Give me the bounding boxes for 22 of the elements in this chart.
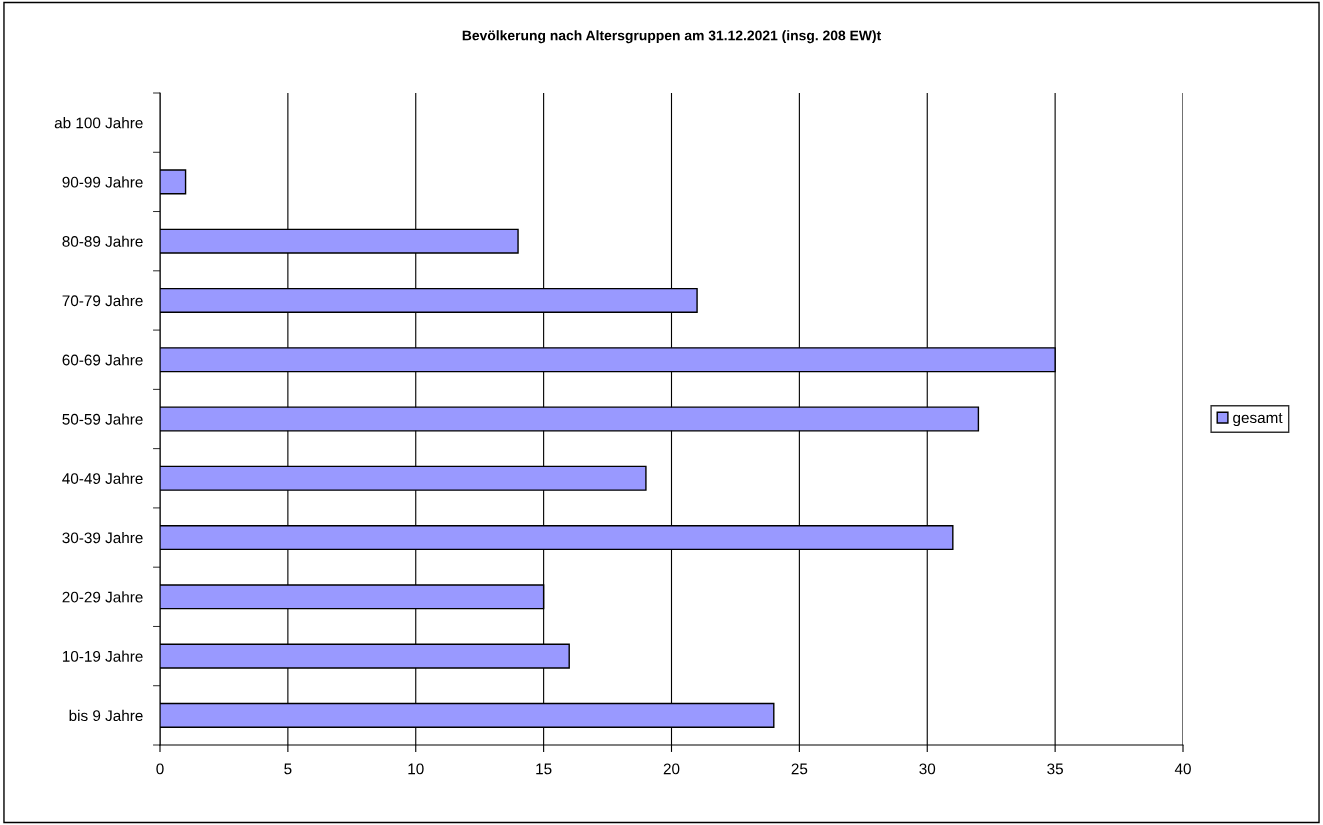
- y-tick-label: 90-99 Jahre: [62, 176, 143, 188]
- x-tick-label: 20: [663, 763, 680, 775]
- legend-label: gesamt: [1233, 413, 1283, 427]
- y-tick-label: bis 9 Jahre: [69, 709, 143, 722]
- x-tick-label: 25: [791, 763, 808, 775]
- y-tick-label: 50-59 Jahre: [62, 413, 143, 425]
- y-tick-label: 70-79 Jahre: [62, 294, 143, 307]
- x-tick-label: 5: [284, 763, 292, 775]
- x-tick-label: 40: [1174, 763, 1191, 775]
- x-tick-label: 0: [156, 763, 164, 775]
- y-tick-label: 30-39 Jahre: [62, 532, 143, 544]
- y-tick-label: 80-89 Jahre: [62, 235, 143, 247]
- chart-title: Bevölkerung nach Altersgruppen am 31.12.2021 (insg. 208 EW)t: [462, 30, 882, 44]
- x-tick-label: 30: [919, 763, 936, 775]
- y-tick-label: 10-19 Jahre: [62, 650, 143, 662]
- y-tick-label: 40-49 Jahre: [62, 472, 143, 484]
- x-tick-label: 15: [536, 763, 552, 775]
- y-tick-label: 20-29 Jahre: [62, 591, 143, 603]
- x-tick-label: 10: [408, 763, 424, 775]
- x-tick-label: 35: [1047, 763, 1063, 775]
- y-tick-label: ab 100 Jahre: [54, 117, 143, 129]
- y-tick-label: 60-69 Jahre: [62, 354, 143, 366]
